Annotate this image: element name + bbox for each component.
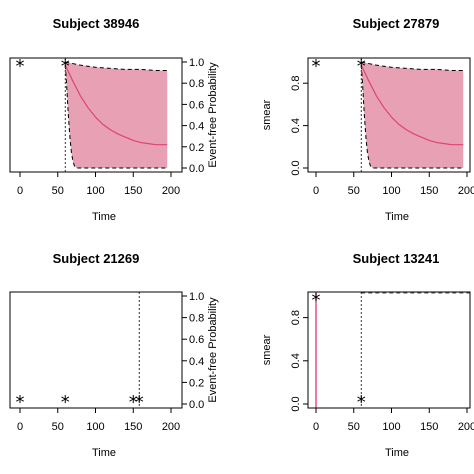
x-tick-label: 200 [458, 185, 474, 197]
plot-area [64, 58, 168, 172]
x-axis-label: Time [385, 211, 409, 223]
upper-band-line [65, 61, 168, 71]
x-tick-label: 0 [17, 185, 23, 197]
y2-axis-label: Event-free Probability [207, 297, 219, 403]
plot-frame [307, 291, 471, 409]
y2-tick-label: 1.0 [189, 291, 204, 303]
y2-tick-label: 0.4 [189, 356, 204, 368]
x-axis-label: Time [385, 447, 409, 459]
x-tick-label: 100 [382, 185, 400, 197]
y2-tick-label: 0.0 [189, 163, 204, 175]
chart-panel-1: Subject 38946 * * 0 50 100 150 200 Time 0.0 0.2 0.4… [9, 16, 219, 223]
probability-line [360, 64, 464, 146]
plot-frame [9, 291, 183, 409]
y2-tick-label: 0.4 [189, 121, 204, 133]
plot-frame [307, 57, 471, 173]
observation-star: * [312, 56, 321, 77]
x-tick-label: 150 [124, 421, 142, 433]
chart-panel-4: Subject 13241 * * 0 50 100 150 200 Time 0.0 0.4 0.8… [261, 251, 474, 459]
probability-line [64, 64, 168, 146]
x-tick-label: 0 [313, 421, 319, 433]
x-tick-label: 50 [52, 421, 64, 433]
y-tick-label: 0.4 [290, 353, 302, 368]
x-tick-label: 50 [348, 421, 360, 433]
lower-band-line [360, 65, 464, 169]
y2-tick-label: 0.8 [189, 313, 204, 325]
y2-tick-label: 0.6 [189, 334, 204, 346]
x-tick-label: 200 [162, 421, 180, 433]
x-tick-label: 100 [86, 185, 104, 197]
y-tick-label: 0.8 [290, 76, 302, 91]
chart-title: Subject 21269 [53, 251, 140, 266]
observation-star: * [357, 392, 366, 413]
y2-tick-label: 0.6 [189, 99, 204, 111]
x-tick-label: 100 [86, 421, 104, 433]
confidence-band [65, 62, 168, 168]
x-tick-label: 200 [162, 185, 180, 197]
x-tick-label: 0 [17, 421, 23, 433]
x-tick-label: 0 [313, 185, 319, 197]
upper-band-line [361, 61, 464, 71]
x-tick-label: 100 [382, 421, 400, 433]
x-tick-label: 200 [458, 421, 474, 433]
y-axis-label: smear [261, 99, 273, 130]
y2-axis-label: Event-free Probability [207, 62, 219, 168]
observation-star: * [129, 392, 138, 413]
x-axis-label: Time [92, 447, 116, 459]
observation-star: * [61, 392, 70, 413]
observation-star: * [61, 56, 70, 77]
chart-panel-2: Subject 27879 * * 0 50 100 150 200 Time 0.0 0.4 0.8… [261, 16, 474, 223]
y2-tick-label: 0.8 [189, 78, 204, 90]
x-tick-label: 150 [420, 185, 438, 197]
x-tick-label: 150 [124, 185, 142, 197]
observation-star: * [312, 290, 321, 311]
plot-area [315, 292, 470, 408]
chart-title: Subject 38946 [53, 16, 140, 31]
y-tick-label: 0.4 [290, 118, 302, 133]
y2-tick-label: 0.0 [189, 399, 204, 411]
x-tick-label: 50 [348, 185, 360, 197]
chart-title: Subject 13241 [353, 251, 440, 266]
observation-star: * [16, 56, 25, 77]
chart-panel-3: Subject 21269* * **0 50 100 150 200Time0.00.20… [9, 251, 219, 459]
y2-tick-label: 0.2 [189, 377, 204, 389]
confidence-band [361, 62, 464, 168]
x-tick-label: 150 [420, 421, 438, 433]
observation-star: * [16, 392, 25, 413]
x-axis-label: Time [92, 211, 116, 223]
chart-title: Subject 27879 [353, 16, 440, 31]
observation-star: * [357, 56, 366, 77]
x-tick-label: 50 [52, 185, 64, 197]
observation-star: * [135, 392, 144, 413]
lower-band-line [64, 65, 168, 169]
y-tick-label: 0.0 [290, 396, 302, 411]
y-tick-label: 0.0 [290, 160, 302, 175]
plot-area [360, 58, 464, 172]
y2-tick-label: 1.0 [189, 57, 204, 69]
y2-tick-label: 0.2 [189, 142, 204, 154]
y-axis-label: smear [261, 334, 273, 365]
y-tick-label: 0.8 [290, 310, 302, 325]
